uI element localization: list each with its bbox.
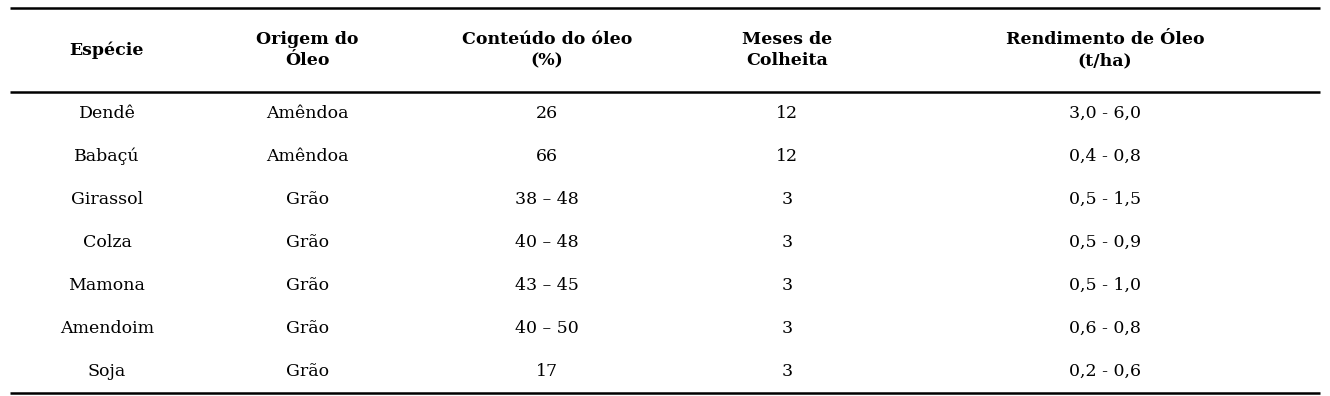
- Text: 40 – 50: 40 – 50: [515, 320, 579, 337]
- Text: Soja: Soja: [88, 363, 126, 380]
- Text: 3: 3: [781, 191, 793, 208]
- Text: Amêndoa: Amêndoa: [266, 148, 348, 165]
- Text: Babaçú: Babaçú: [74, 148, 140, 165]
- Text: 3: 3: [781, 277, 793, 294]
- Text: Grão: Grão: [286, 234, 329, 251]
- Text: 0,5 - 0,9: 0,5 - 0,9: [1069, 234, 1141, 251]
- Text: 12: 12: [775, 105, 798, 122]
- Text: Dendê: Dendê: [78, 105, 136, 122]
- Text: 0,2 - 0,6: 0,2 - 0,6: [1069, 363, 1141, 380]
- Text: 0,6 - 0,8: 0,6 - 0,8: [1069, 320, 1141, 337]
- Text: 3,0 - 6,0: 3,0 - 6,0: [1069, 105, 1141, 122]
- Text: Girassol: Girassol: [70, 191, 144, 208]
- Text: 3: 3: [781, 363, 793, 380]
- Text: 0,4 - 0,8: 0,4 - 0,8: [1069, 148, 1141, 165]
- Text: Conteúdo do óleo
(%): Conteúdo do óleo (%): [462, 31, 632, 69]
- Text: 12: 12: [775, 148, 798, 165]
- Text: Amêndoa: Amêndoa: [266, 105, 348, 122]
- Text: 40 – 48: 40 – 48: [515, 234, 579, 251]
- Text: Origem do
Óleo: Origem do Óleo: [257, 31, 359, 69]
- Text: Mamona: Mamona: [69, 277, 145, 294]
- Text: Grão: Grão: [286, 320, 329, 337]
- Text: Meses de
Colheita: Meses de Colheita: [742, 31, 833, 69]
- Text: 66: 66: [536, 148, 559, 165]
- Text: 26: 26: [536, 105, 559, 122]
- Text: 3: 3: [781, 234, 793, 251]
- Text: 3: 3: [781, 320, 793, 337]
- Text: Grão: Grão: [286, 191, 329, 208]
- Text: Grão: Grão: [286, 277, 329, 294]
- Text: 0,5 - 1,5: 0,5 - 1,5: [1069, 191, 1141, 208]
- Text: Espécie: Espécie: [69, 41, 144, 59]
- Text: 0,5 - 1,0: 0,5 - 1,0: [1069, 277, 1141, 294]
- Text: 17: 17: [536, 363, 559, 380]
- Text: Colza: Colza: [82, 234, 132, 251]
- Text: Amendoim: Amendoim: [60, 320, 154, 337]
- Text: 43 – 45: 43 – 45: [515, 277, 579, 294]
- Text: Grão: Grão: [286, 363, 329, 380]
- Text: Rendimento de Óleo
(t/ha): Rendimento de Óleo (t/ha): [1005, 31, 1205, 69]
- Text: 38 – 48: 38 – 48: [515, 191, 579, 208]
